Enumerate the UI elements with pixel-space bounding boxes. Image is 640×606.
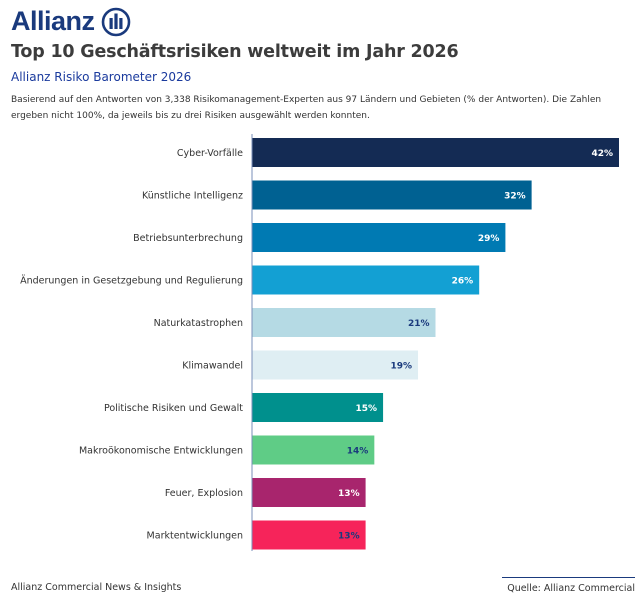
value-label: 15% [356, 404, 378, 414]
chart-title: Top 10 Geschäftsrisiken weltweit im Jahr… [11, 42, 459, 62]
category-label: Feuer, Explosion [165, 488, 243, 499]
category-label: Politische Risiken und Gewalt [104, 403, 243, 414]
allianz-eagle-icon [101, 7, 130, 36]
bar [252, 138, 619, 167]
category-label: Naturkatastrophen [154, 318, 243, 329]
value-label: 29% [478, 234, 500, 244]
bar [252, 435, 375, 465]
chart-subtitle: Allianz Risiko Barometer 2026 [11, 70, 192, 84]
value-label: 14% [347, 447, 369, 457]
value-label: 32% [504, 192, 526, 202]
bar [252, 223, 506, 252]
value-label: 13% [338, 532, 360, 542]
allianz-logo: Allianz [11, 6, 131, 37]
footer-source: Quelle: Allianz Commercial [502, 577, 635, 594]
value-label: 21% [408, 319, 430, 329]
bar [252, 520, 366, 550]
value-label: 13% [338, 489, 360, 499]
value-label: 42% [591, 149, 613, 159]
bar [252, 180, 532, 210]
brand-name: Allianz [11, 6, 95, 36]
bar [252, 393, 384, 422]
category-label: Änderungen in Gesetzgebung und Regulieru… [20, 276, 243, 287]
bar [252, 478, 366, 507]
bar [252, 265, 480, 295]
value-label: 19% [390, 362, 412, 372]
chart-description: Basierend auf den Antworten von 3,338 Ri… [11, 95, 602, 121]
category-label: Cyber-Vorfälle [177, 148, 243, 159]
category-label: Klimawandel [182, 361, 243, 372]
bar [252, 350, 419, 380]
category-label: Makroökonomische Entwicklungen [79, 446, 243, 457]
category-label: Künstliche Intelligenz [142, 191, 243, 202]
category-label: Marktentwicklungen [147, 531, 243, 542]
value-label: 26% [452, 277, 474, 287]
category-label: Betriebsunterbrechung [133, 233, 243, 244]
footer-publisher: Allianz Commercial News & Insights [11, 582, 182, 593]
bar [252, 308, 436, 337]
